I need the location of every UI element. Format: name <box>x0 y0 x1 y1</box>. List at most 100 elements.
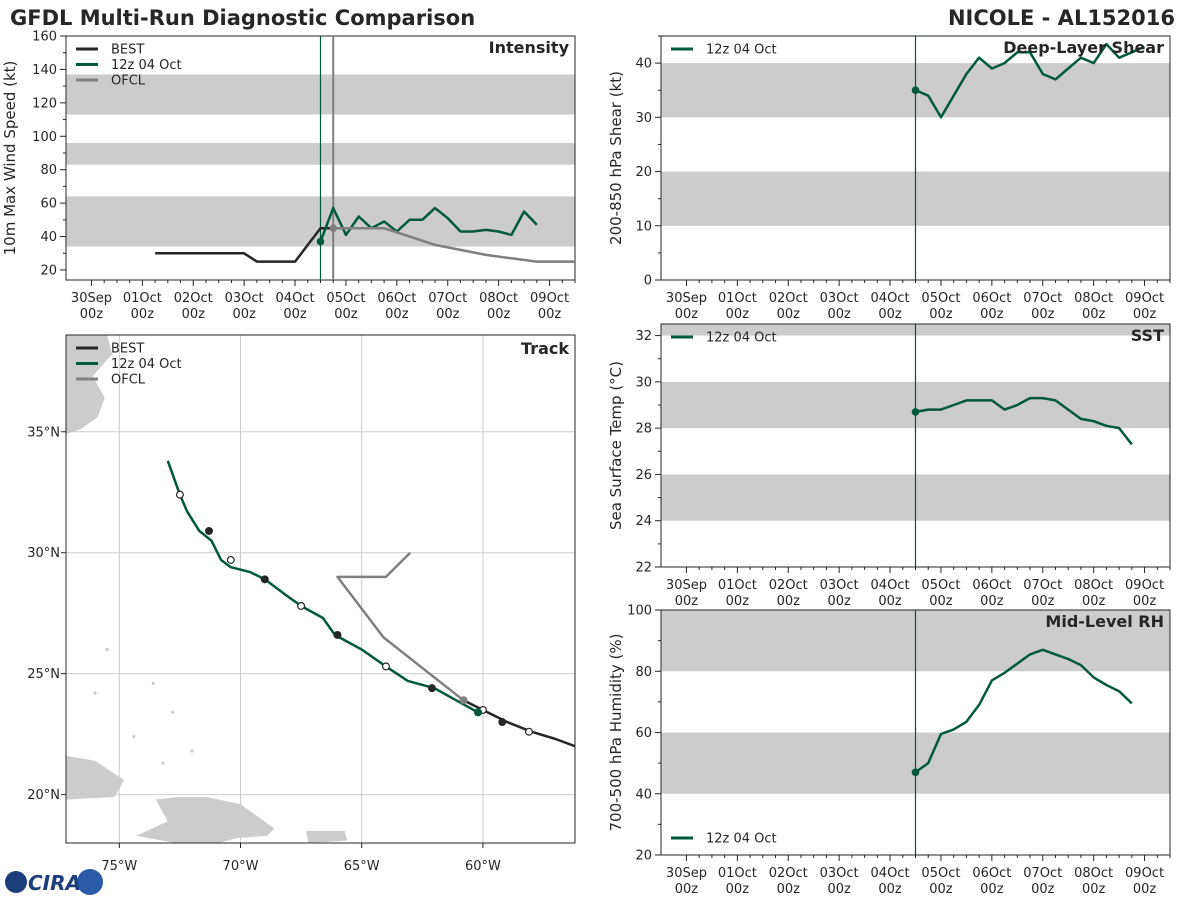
x-tick-label-date: 09Oct <box>1125 291 1164 306</box>
legend-label: OFCL <box>111 373 146 388</box>
x-tick-label-date: 03Oct <box>820 578 859 593</box>
x-tick-label-date: 03Oct <box>820 866 859 881</box>
x-tick-label-date: 08Oct <box>479 291 518 306</box>
y-axis-label: 200-850 hPa Shear (kt) <box>607 71 625 245</box>
x-tick-label-date: 06Oct <box>972 578 1011 593</box>
series-line-12z-04-oct <box>915 396 1133 446</box>
x-tick-label-hour: 00z <box>131 307 155 322</box>
x-tick-label-date: 08Oct <box>1074 866 1113 881</box>
x-tick-label-hour: 00z <box>1082 882 1106 897</box>
track-point <box>175 490 184 499</box>
x-tick-label-hour: 00z <box>334 307 358 322</box>
x-tick-label-hour: 00z <box>980 594 1004 609</box>
x-tick-label: 75°W <box>101 859 137 874</box>
y-tick-label: 140 <box>32 63 57 78</box>
x-tick-label-hour: 00z <box>283 307 307 322</box>
island <box>132 734 136 739</box>
x-tick-label-date: 01Oct <box>718 866 757 881</box>
shear-panel: 01020304030Sep00z01Oct00z02Oct00z03Oct00… <box>607 35 1171 322</box>
legend-label: 12z 04 Oct <box>706 832 777 847</box>
track-panel: 75°W 70°W 65°W 60°W 20°N 25°N 30°N 35°N BEST12z … <box>27 334 576 874</box>
legend-label: BEST <box>111 43 144 58</box>
x-tick-label-hour: 00z <box>385 307 409 322</box>
sst-panel: 22242628303230Sep00z01Oct00z02Oct00z03Oc… <box>607 323 1171 609</box>
x-tick-label-hour: 00z <box>777 594 801 609</box>
axes-frame <box>65 334 576 844</box>
x-tick-label-date: 05Oct <box>921 866 960 881</box>
x-tick-label-date: 30Sep <box>666 866 707 881</box>
x-tick-label-hour: 00z <box>1082 594 1106 609</box>
y-axis-label: 700-500 hPa Humidity (%) <box>607 633 625 831</box>
x-tick-label-hour: 00z <box>827 594 851 609</box>
x-tick-label-date: 01Oct <box>123 291 162 306</box>
x-tick-label-date: 04Oct <box>871 866 910 881</box>
series-line-12z-04-oct <box>915 42 1145 119</box>
x-tick-label-date: 09Oct <box>1125 578 1164 593</box>
panel-title: Mid-Level RH <box>1045 612 1164 631</box>
land-mass <box>306 830 348 843</box>
y-tick-label: 60 <box>40 197 57 212</box>
x-tick-label-hour: 00z <box>675 882 699 897</box>
track-line-12z-04-oct <box>166 460 479 714</box>
y-tick-label: 24 <box>635 514 652 529</box>
y-tick-label: 28 <box>635 422 652 437</box>
x-tick-label-date: 05Oct <box>921 291 960 306</box>
x-tick-label: 65°W <box>344 859 380 874</box>
island <box>171 710 175 714</box>
x-tick-label-date: 05Oct <box>921 578 960 593</box>
storm-id-title: NICOLE - AL152016 <box>948 6 1175 30</box>
x-tick-label-hour: 00z <box>538 307 562 322</box>
y-tick-label: 40 <box>635 57 652 72</box>
logo-satellite-icon <box>77 869 103 895</box>
series-line-best <box>155 226 334 263</box>
x-tick-label-hour: 00z <box>878 594 902 609</box>
track-point <box>459 696 468 705</box>
cira-logo: CIRA <box>5 869 103 895</box>
y-tick-label: 160 <box>32 30 57 45</box>
y-axis-label: 10m Max Wind Speed (kt) <box>1 61 19 256</box>
series-line-12z-04-oct <box>914 648 1133 774</box>
y-tick-label: 20 <box>635 165 652 180</box>
x-tick-label-hour: 00z <box>1031 307 1055 322</box>
series-start-point <box>911 768 920 777</box>
legend-label: 12z 04 Oct <box>706 331 777 346</box>
x-tick-label-date: 07Oct <box>1023 578 1062 593</box>
y-tick-label: 20°N <box>27 788 60 803</box>
rh-panel: 2040608010030Sep00z01Oct00z02Oct00z03Oct… <box>607 604 1171 897</box>
x-tick-label-date: 07Oct <box>428 291 467 306</box>
panel-title: Intensity <box>489 38 570 57</box>
x-tick-label-date: 30Sep <box>666 578 707 593</box>
x-tick-label-date: 06Oct <box>377 291 416 306</box>
land-mass <box>66 755 125 800</box>
x-tick-label-hour: 00z <box>929 307 953 322</box>
ofcl-start-point <box>329 224 338 232</box>
y-tick-label: 20 <box>40 263 57 278</box>
logo-text: CIRA <box>28 871 81 895</box>
x-tick-label-hour: 00z <box>1082 307 1106 322</box>
legend-label: BEST <box>111 342 144 357</box>
x-tick-label-date: 03Oct <box>225 291 264 306</box>
track-point <box>381 662 390 671</box>
series-start-point <box>316 237 325 246</box>
x-tick-label-hour: 00z <box>726 882 750 897</box>
x-tick-label-hour: 00z <box>1031 882 1055 897</box>
x-tick-label-hour: 00z <box>980 307 1004 322</box>
x-tick-label-hour: 00z <box>726 594 750 609</box>
y-tick-label: 30 <box>635 111 652 126</box>
legend-label: OFCL <box>111 74 146 89</box>
track-point <box>297 601 306 610</box>
y-tick-label: 10 <box>635 219 652 234</box>
x-tick-label-date: 07Oct <box>1023 291 1062 306</box>
x-tick-label-date: 30Sep <box>71 291 112 306</box>
x-tick-label-hour: 00z <box>980 882 1004 897</box>
y-tick-label: 100 <box>32 130 57 145</box>
x-tick-label-date: 01Oct <box>718 291 757 306</box>
x-tick-label-date: 30Sep <box>666 291 707 306</box>
x-tick-label-date: 08Oct <box>1074 578 1113 593</box>
track-point <box>260 575 269 584</box>
x-tick-label-hour: 00z <box>80 307 104 322</box>
x-tick-label-date: 02Oct <box>769 866 808 881</box>
y-tick-label: 80 <box>40 163 57 178</box>
y-tick-label: 22 <box>635 561 652 576</box>
